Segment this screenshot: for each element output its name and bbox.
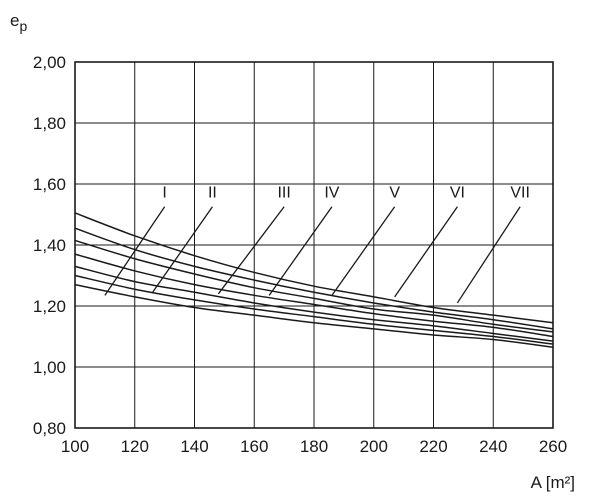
x-tick-label: 200 xyxy=(360,437,388,456)
x-axis-label: A [m²] xyxy=(531,473,575,492)
curve-label-VI: VI xyxy=(450,185,465,202)
grid xyxy=(74,61,554,429)
y-tick-label: 1,20 xyxy=(33,297,66,316)
series-line-VII xyxy=(74,212,554,324)
curve-label-I: I xyxy=(162,185,166,202)
curve-labels: I II III IV V VI VII xyxy=(162,185,530,202)
y-tick-label: 1,60 xyxy=(33,175,66,194)
x-tick-label: 140 xyxy=(180,437,208,456)
x-tick-label: 100 xyxy=(61,437,89,456)
y-axis-label: ep xyxy=(10,11,27,34)
curves xyxy=(74,212,554,348)
series-line-IV xyxy=(74,253,554,338)
curve-label-IV: IV xyxy=(324,185,339,202)
curve-label-V: V xyxy=(389,185,400,202)
series-line-I xyxy=(74,283,554,348)
y-axis-label-main: e xyxy=(10,11,19,30)
y-tick-label: 1,80 xyxy=(33,114,66,133)
x-tick-label: 240 xyxy=(479,437,507,456)
leader-line-VI xyxy=(394,206,458,298)
curve-label-III: III xyxy=(277,185,290,202)
y-tick-label: 2,00 xyxy=(33,53,66,72)
curve-label-II: II xyxy=(208,185,217,202)
series-line-II xyxy=(74,274,554,345)
series-line-III xyxy=(74,265,554,342)
x-tick-label: 220 xyxy=(419,437,447,456)
y-tick-label: 0,80 xyxy=(33,419,66,438)
plot-frame xyxy=(74,61,554,429)
x-tick-label: 120 xyxy=(121,437,149,456)
leader-line-II xyxy=(152,206,213,293)
series-line-VI xyxy=(74,227,554,330)
y-tick-label: 1,40 xyxy=(33,236,66,255)
curve-label-VII: VII xyxy=(510,185,530,202)
y-axis-label-subscript: p xyxy=(19,18,27,34)
curve-leaders xyxy=(104,206,521,304)
tick-labels: 100 120 140 160 180 200 220 240 260 0,80 1,00 1,20 1… xyxy=(33,53,567,456)
x-tick-label: 160 xyxy=(240,437,268,456)
x-tick-label: 180 xyxy=(300,437,328,456)
leader-line-I xyxy=(104,206,166,296)
leader-line-V xyxy=(331,206,396,296)
leader-line-III xyxy=(217,206,285,295)
y-tick-label: 1,00 xyxy=(33,358,66,377)
x-tick-label: 260 xyxy=(539,437,567,456)
leader-line-VII xyxy=(456,206,521,304)
leader-line-IV xyxy=(268,206,333,296)
series-line-V xyxy=(74,239,554,333)
